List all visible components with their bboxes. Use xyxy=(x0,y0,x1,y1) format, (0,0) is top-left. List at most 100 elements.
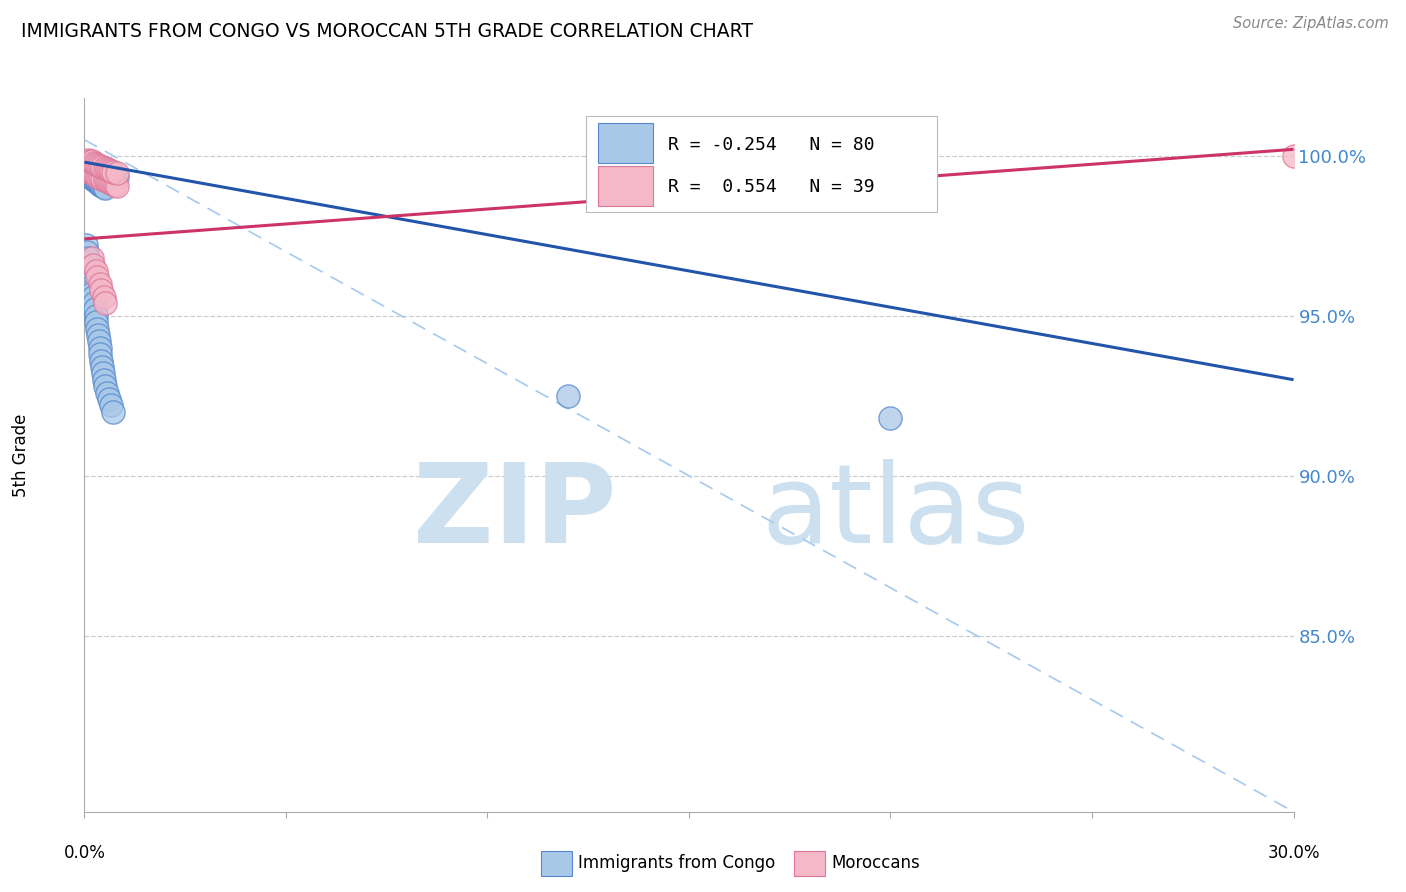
Text: Source: ZipAtlas.com: Source: ZipAtlas.com xyxy=(1233,16,1389,31)
Point xyxy=(90,163,112,178)
Point xyxy=(79,169,101,184)
Point xyxy=(86,321,108,335)
Point xyxy=(91,367,114,381)
Point xyxy=(93,162,115,177)
Point xyxy=(91,160,114,174)
Point xyxy=(80,251,103,265)
FancyBboxPatch shape xyxy=(586,116,936,212)
Point xyxy=(86,315,108,329)
Point xyxy=(93,161,115,175)
Text: atlas: atlas xyxy=(762,458,1031,566)
Point xyxy=(87,327,110,342)
Point xyxy=(90,178,112,193)
Point xyxy=(86,157,108,171)
Text: ZIP: ZIP xyxy=(413,458,616,566)
Point xyxy=(76,163,98,178)
Point xyxy=(96,174,118,188)
Point xyxy=(79,273,101,287)
Point xyxy=(93,180,115,194)
FancyBboxPatch shape xyxy=(599,123,652,162)
Text: R = -0.254   N = 80: R = -0.254 N = 80 xyxy=(668,136,875,153)
Point xyxy=(82,258,104,272)
Point xyxy=(105,169,128,184)
Point xyxy=(82,286,104,301)
Point xyxy=(87,159,110,173)
Point xyxy=(96,385,118,400)
Point xyxy=(77,161,100,176)
Point xyxy=(89,277,111,291)
Point xyxy=(91,165,114,179)
Point xyxy=(77,157,100,171)
Point xyxy=(97,165,120,179)
Text: R =  0.554   N = 39: R = 0.554 N = 39 xyxy=(668,178,875,196)
Point xyxy=(91,359,114,374)
Point xyxy=(86,174,108,188)
Point xyxy=(97,392,120,406)
Point xyxy=(101,167,124,181)
Point xyxy=(77,169,100,183)
Point xyxy=(94,296,117,310)
Point xyxy=(100,166,122,180)
Point xyxy=(77,164,100,178)
Point xyxy=(75,165,97,179)
Point xyxy=(89,159,111,173)
Point xyxy=(83,157,105,171)
Point xyxy=(77,260,100,275)
Point xyxy=(87,176,110,190)
Point xyxy=(82,154,104,169)
Point xyxy=(83,296,105,310)
Point xyxy=(101,177,124,191)
Point xyxy=(86,169,108,183)
Point xyxy=(87,334,110,349)
Point xyxy=(90,283,112,297)
Point xyxy=(100,176,122,190)
Point xyxy=(75,238,97,252)
Point xyxy=(84,264,107,278)
Point xyxy=(89,178,111,192)
Point xyxy=(89,177,111,191)
Point xyxy=(91,171,114,186)
Text: 5th Grade: 5th Grade xyxy=(13,413,31,497)
Point xyxy=(76,251,98,265)
Point xyxy=(80,158,103,172)
Point xyxy=(80,280,103,294)
Point xyxy=(83,167,105,181)
Point xyxy=(104,169,127,183)
Point xyxy=(91,179,114,194)
Point xyxy=(76,166,98,180)
FancyBboxPatch shape xyxy=(599,166,652,205)
Point xyxy=(93,161,115,175)
Point xyxy=(82,289,104,303)
Point xyxy=(77,155,100,169)
Point xyxy=(1282,149,1305,163)
Point xyxy=(79,153,101,168)
Point xyxy=(557,389,579,403)
Point xyxy=(96,162,118,177)
Point xyxy=(879,411,901,425)
Point xyxy=(84,309,107,323)
Point xyxy=(93,289,115,303)
Point xyxy=(82,166,104,180)
Point xyxy=(89,162,111,177)
Text: 0.0%: 0.0% xyxy=(63,844,105,862)
Point xyxy=(77,160,100,174)
Point xyxy=(84,160,107,174)
Point xyxy=(89,161,111,175)
Point xyxy=(79,159,101,173)
Point xyxy=(82,159,104,173)
Point xyxy=(87,169,110,184)
Point xyxy=(89,341,111,355)
Point xyxy=(87,158,110,172)
Point xyxy=(83,172,105,186)
Point xyxy=(84,174,107,188)
Point xyxy=(89,347,111,361)
Point xyxy=(83,155,105,169)
Text: IMMIGRANTS FROM CONGO VS MOROCCAN 5TH GRADE CORRELATION CHART: IMMIGRANTS FROM CONGO VS MOROCCAN 5TH GR… xyxy=(21,22,754,41)
Point xyxy=(100,398,122,412)
Point xyxy=(97,175,120,189)
Text: Immigrants from Congo: Immigrants from Congo xyxy=(578,855,775,872)
Point xyxy=(97,165,120,179)
Point xyxy=(77,267,100,281)
Point xyxy=(100,164,122,178)
Text: Moroccans: Moroccans xyxy=(831,855,920,872)
